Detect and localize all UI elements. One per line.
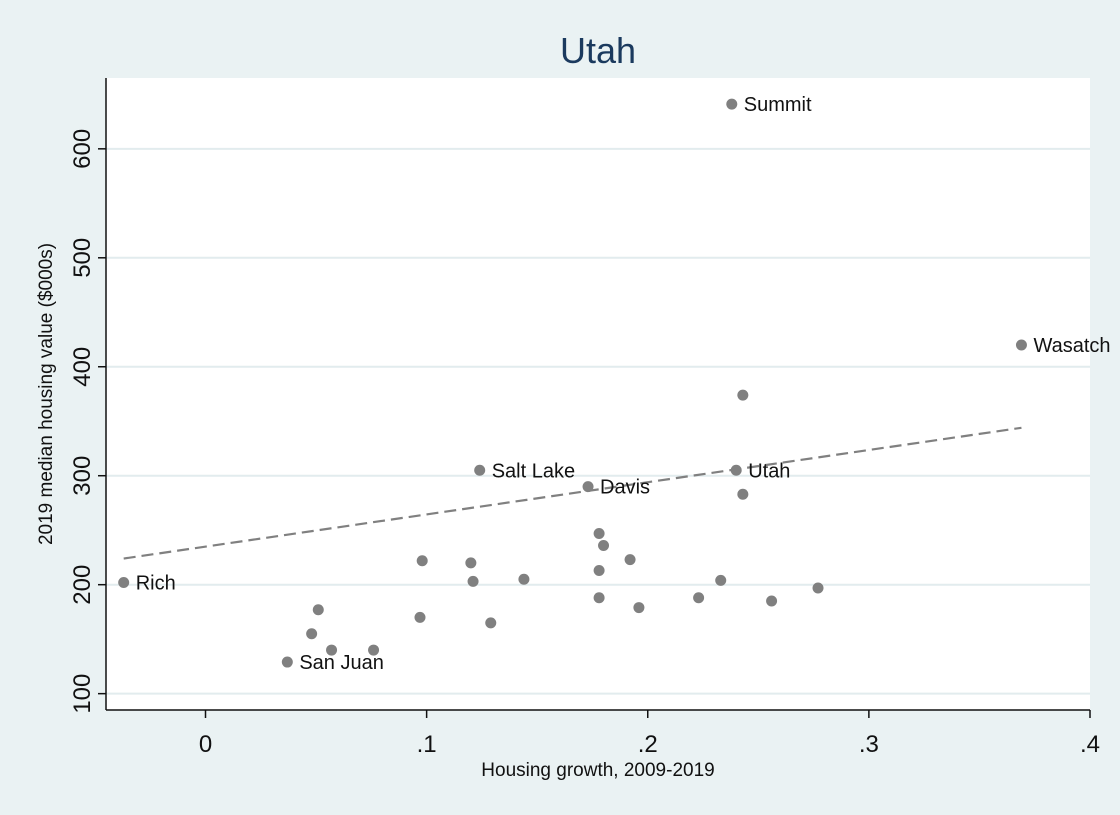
x-tick-label: .4 [1080,731,1100,758]
y-tick-label: 400 [69,347,96,387]
point-label: Salt Lake [492,460,575,482]
point-label: Davis [600,477,650,499]
y-tick-label: 100 [69,674,96,714]
data-point [326,644,338,656]
data-point [593,527,605,539]
y-tick-label: 200 [69,565,96,605]
data-point [467,575,479,587]
data-point [474,464,486,476]
data-point [518,573,530,585]
point-label: Wasatch [1033,335,1110,357]
data-point [593,592,605,604]
point-label: Rich [136,573,176,595]
y-tick-label: 600 [69,129,96,169]
fit-line-layer [123,426,1022,560]
data-point [414,611,426,623]
data-point [730,464,742,476]
data-point [633,602,645,614]
data-point [737,389,749,401]
data-point [312,604,324,616]
x-tick-label: .2 [638,731,658,758]
x-tick-label: .1 [417,731,437,758]
data-point [582,481,594,493]
data-point [715,574,727,586]
chart-title: Utah [560,30,636,71]
y-axis-label: 2019 median housing value ($000s) [36,243,57,545]
gridlines [106,147,1090,695]
data-point [737,488,749,500]
data-point [624,554,636,566]
data-point [726,98,738,110]
axes: 100 200 300 400 500 600 0 .1 .2 .3 .4 [69,78,1100,758]
point-label: Utah [748,460,790,482]
data-point [368,644,380,656]
data-point [593,565,605,577]
point-label: San Juan [299,652,384,674]
data-point [118,577,130,589]
data-point [281,656,293,668]
x-tick-label: .3 [859,731,879,758]
data-point [306,628,318,640]
data-point [766,595,778,607]
plot-area [106,78,1090,710]
data-point [1015,339,1027,351]
data-point [465,557,477,569]
x-tick-label: 0 [199,731,212,758]
data-point [485,617,497,629]
y-tick-label: 500 [69,238,96,278]
data-point [812,582,824,594]
y-tick-label: 300 [69,456,96,496]
fit-line [123,426,1022,560]
data-point [598,539,610,551]
data-point [693,592,705,604]
data-points: Summit Wasatch Salt Lake Utah Davis Rich San J… [118,94,1111,674]
point-label: Summit [744,94,812,116]
data-point [416,555,428,567]
x-axis-label: Housing growth, 2009-2019 [481,760,714,781]
